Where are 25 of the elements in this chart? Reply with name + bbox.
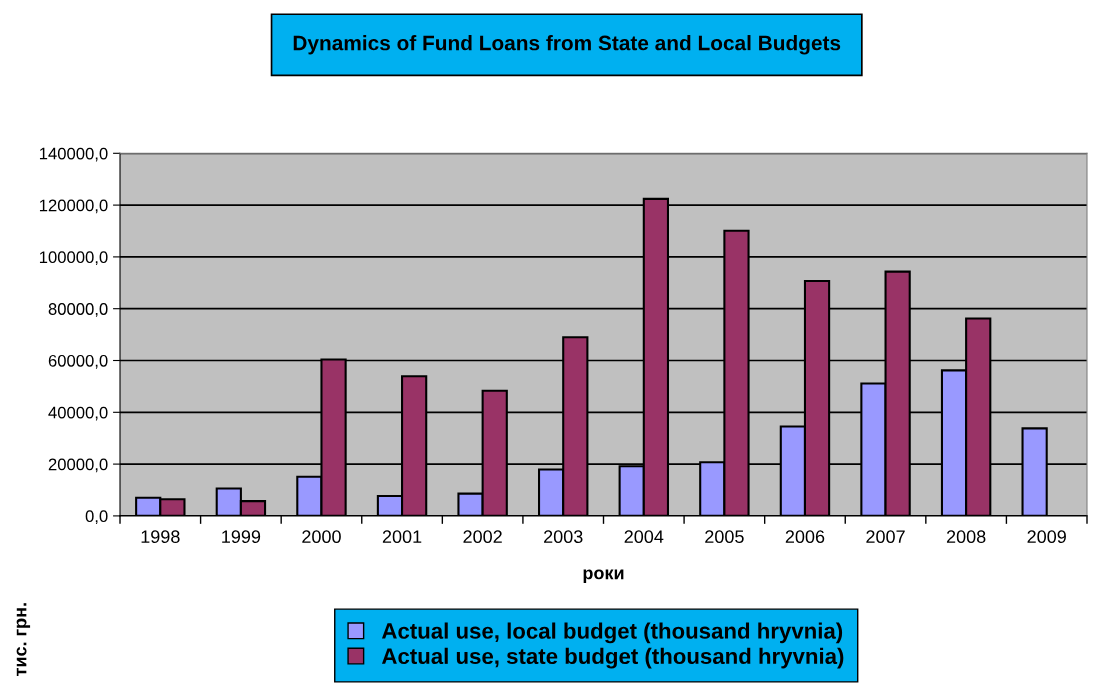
y-tick-label: 140000,0 xyxy=(39,147,108,162)
y-tick-label: 20000,0 xyxy=(48,458,108,473)
x-tick-label: 2006 xyxy=(785,530,825,544)
y-tick-label: 120000,0 xyxy=(39,199,108,214)
legend-label: Actual use, local budget (thousand hryvnia) xyxy=(381,622,843,644)
x-tick-label: 1998 xyxy=(141,530,180,544)
y-tick-label: 80000,0 xyxy=(48,303,108,317)
y-tick-label: 40000,0 xyxy=(48,406,108,421)
y-tick-label: 0,0 xyxy=(85,510,108,525)
y-tick-label: 60000,0 xyxy=(48,354,108,369)
x-tick-label: 2002 xyxy=(463,530,502,544)
x-tick-label: 2004 xyxy=(624,530,664,544)
x-tick-label: 1999 xyxy=(222,530,261,544)
x-tick-label: 2007 xyxy=(866,530,905,544)
chart-title: Dynamics of Fund Loans from State and Local Budgets xyxy=(293,35,841,55)
x-tick-label: 2001 xyxy=(382,530,422,544)
y-tick-label: 100000,0 xyxy=(39,251,108,266)
x-axis-title: роки xyxy=(583,569,624,583)
x-tick-label: 2003 xyxy=(544,530,583,544)
x-tick-label: 2008 xyxy=(946,530,986,544)
x-tick-label: 2005 xyxy=(705,530,744,544)
legend-label: Actual use, state budget (thousand hryvnia) xyxy=(381,647,844,669)
x-tick-label: 2009 xyxy=(1027,530,1066,544)
y-axis-title: тис. грн. xyxy=(16,603,31,676)
x-tick-label: 2000 xyxy=(302,530,341,544)
